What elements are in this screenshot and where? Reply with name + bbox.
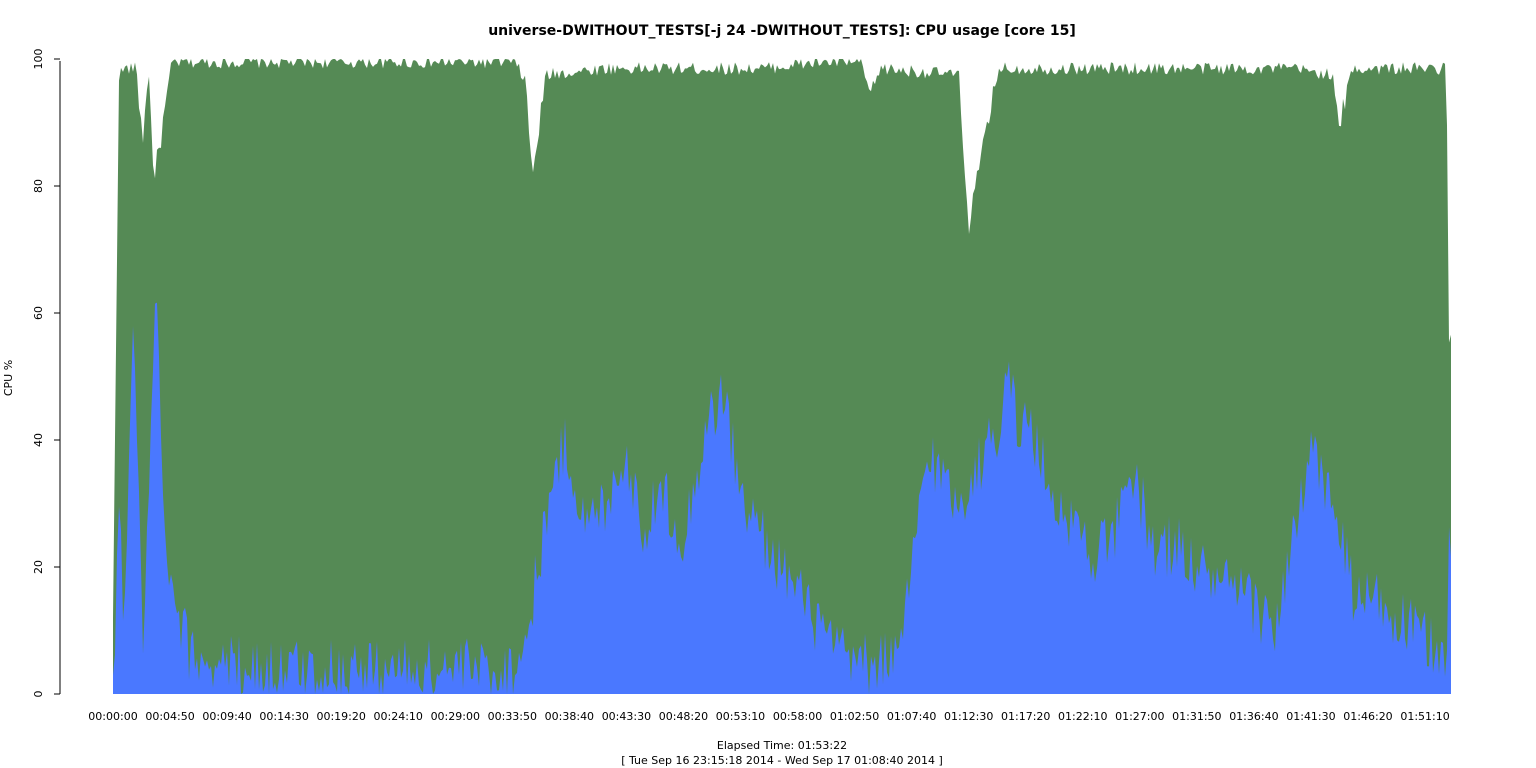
x-tick-label: 01:02:50 bbox=[830, 710, 879, 723]
y-tick-label: 100 bbox=[32, 49, 45, 70]
user-cpu-area bbox=[113, 302, 1451, 694]
x-tick-label: 01:31:50 bbox=[1172, 710, 1221, 723]
y-tick-label: 0 bbox=[32, 691, 45, 698]
x-tick-label: 00:29:00 bbox=[431, 710, 480, 723]
y-axis-label: CPU % bbox=[2, 360, 15, 396]
x-tick-label: 00:53:10 bbox=[716, 710, 765, 723]
x-tick-label: 01:41:30 bbox=[1286, 710, 1335, 723]
y-tick-label: 80 bbox=[32, 179, 45, 193]
chart-title: universe-DWITHOUT_TESTS[-j 24 -DWITHOUT_… bbox=[488, 23, 1076, 39]
y-tick-label: 40 bbox=[32, 433, 45, 447]
x-tick-label: 00:09:40 bbox=[202, 710, 251, 723]
y-tick-label: 20 bbox=[32, 560, 45, 574]
x-tick-label: 00:58:00 bbox=[773, 710, 822, 723]
x-tick-label: 00:04:50 bbox=[145, 710, 194, 723]
time-range-subtitle: [ Tue Sep 16 23:15:18 2014 - Wed Sep 17 … bbox=[621, 754, 943, 767]
x-tick-label: 01:27:00 bbox=[1115, 710, 1164, 723]
x-tick-label: 01:36:40 bbox=[1229, 710, 1278, 723]
x-axis-tick-labels: 00:00:00 00:04:50 00:09:40 00:14:30 00:19:20… bbox=[88, 710, 1449, 723]
x-tick-label: 01:51:10 bbox=[1400, 710, 1449, 723]
x-tick-label: 00:14:30 bbox=[259, 710, 308, 723]
x-tick-label: 01:22:10 bbox=[1058, 710, 1107, 723]
x-tick-label: 00:00:00 bbox=[88, 710, 137, 723]
x-tick-label: 01:07:40 bbox=[887, 710, 936, 723]
x-tick-label: 01:17:20 bbox=[1001, 710, 1050, 723]
x-tick-label: 00:38:40 bbox=[545, 710, 594, 723]
x-tick-label: 00:24:10 bbox=[374, 710, 423, 723]
plot-area bbox=[113, 59, 1451, 694]
x-tick-label: 01:46:20 bbox=[1343, 710, 1392, 723]
y-tick-label: 60 bbox=[32, 306, 45, 320]
x-tick-label: 01:12:30 bbox=[944, 710, 993, 723]
x-tick-label: 00:43:30 bbox=[602, 710, 651, 723]
x-tick-label: 00:48:20 bbox=[659, 710, 708, 723]
x-tick-label: 00:33:50 bbox=[488, 710, 537, 723]
y-axis-ticks: 0 20 40 60 80 100 bbox=[32, 49, 60, 698]
x-tick-label: 00:19:20 bbox=[316, 710, 365, 723]
x-axis-label: Elapsed Time: 01:53:22 bbox=[717, 739, 847, 752]
